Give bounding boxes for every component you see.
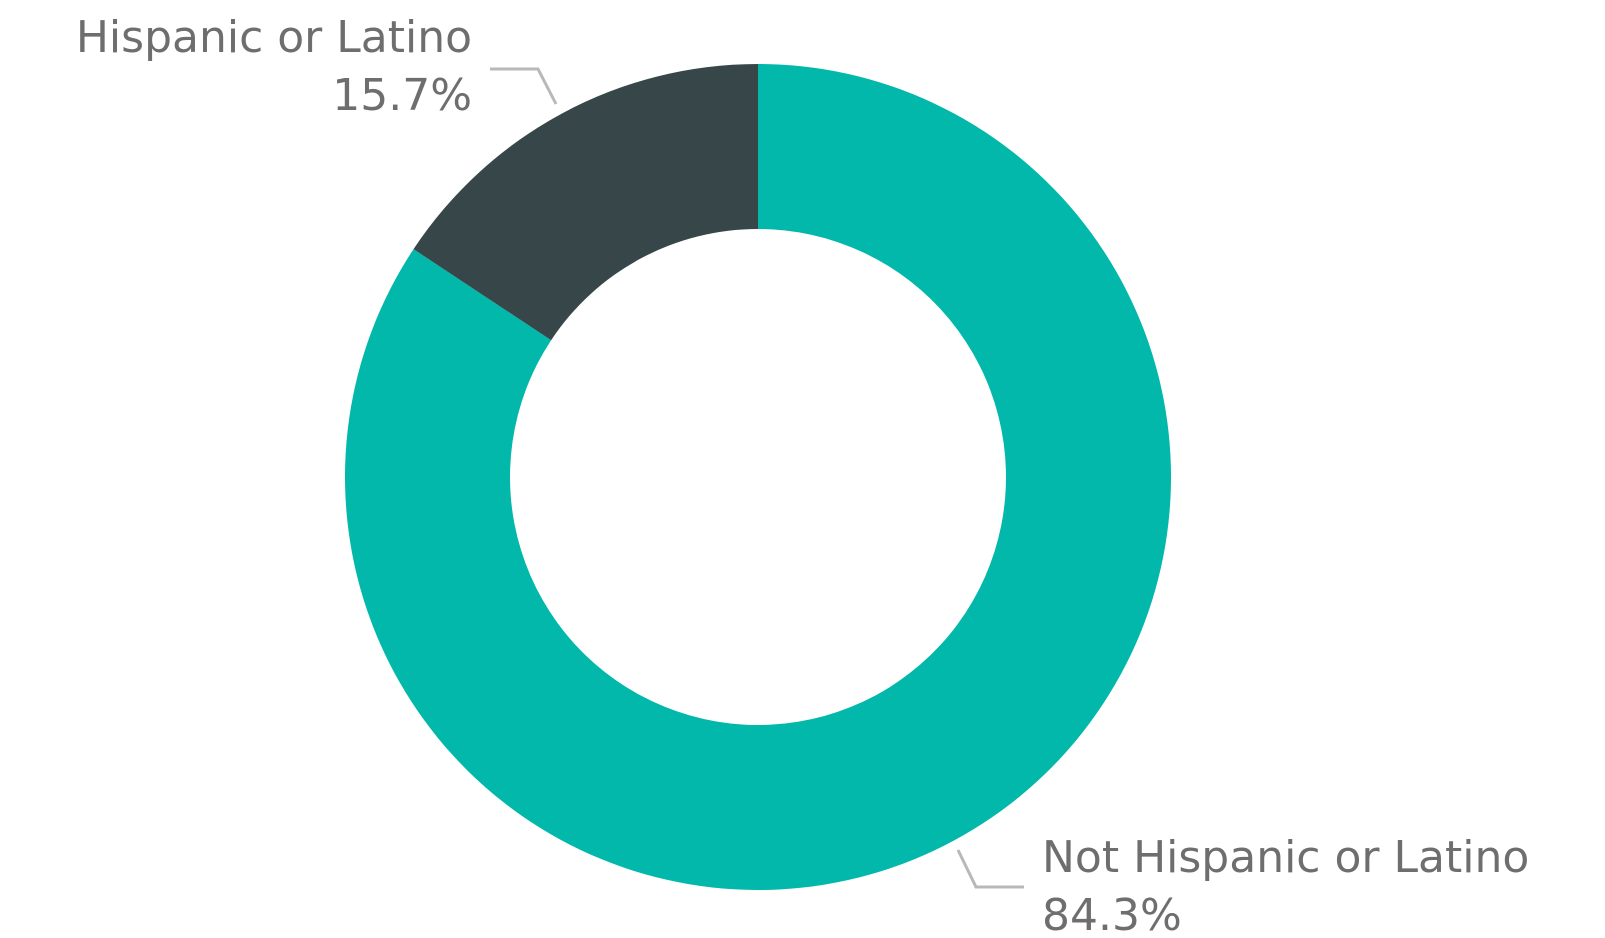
label-not-hispanic-or-latino-category: Not Hispanic or Latino <box>1042 832 1529 883</box>
label-group-hispanic-or-latino: Hispanic or Latino 15.7% <box>76 12 558 121</box>
slice-not-hispanic-or-latino[interactable] <box>345 64 1171 890</box>
label-hispanic-or-latino-value: 15.7% <box>332 70 472 121</box>
label-not-hispanic-or-latino-value: 84.3% <box>1042 890 1182 938</box>
leader-line-hispanic-or-latino <box>490 67 558 105</box>
leader-line-not-hispanic-or-latino <box>956 849 1024 889</box>
label-hispanic-or-latino-category: Hispanic or Latino <box>76 12 472 63</box>
donut-slices <box>345 64 1171 890</box>
label-group-not-hispanic-or-latino: Not Hispanic or Latino 84.3% <box>956 832 1529 938</box>
slice-hispanic-or-latino[interactable] <box>413 64 758 341</box>
